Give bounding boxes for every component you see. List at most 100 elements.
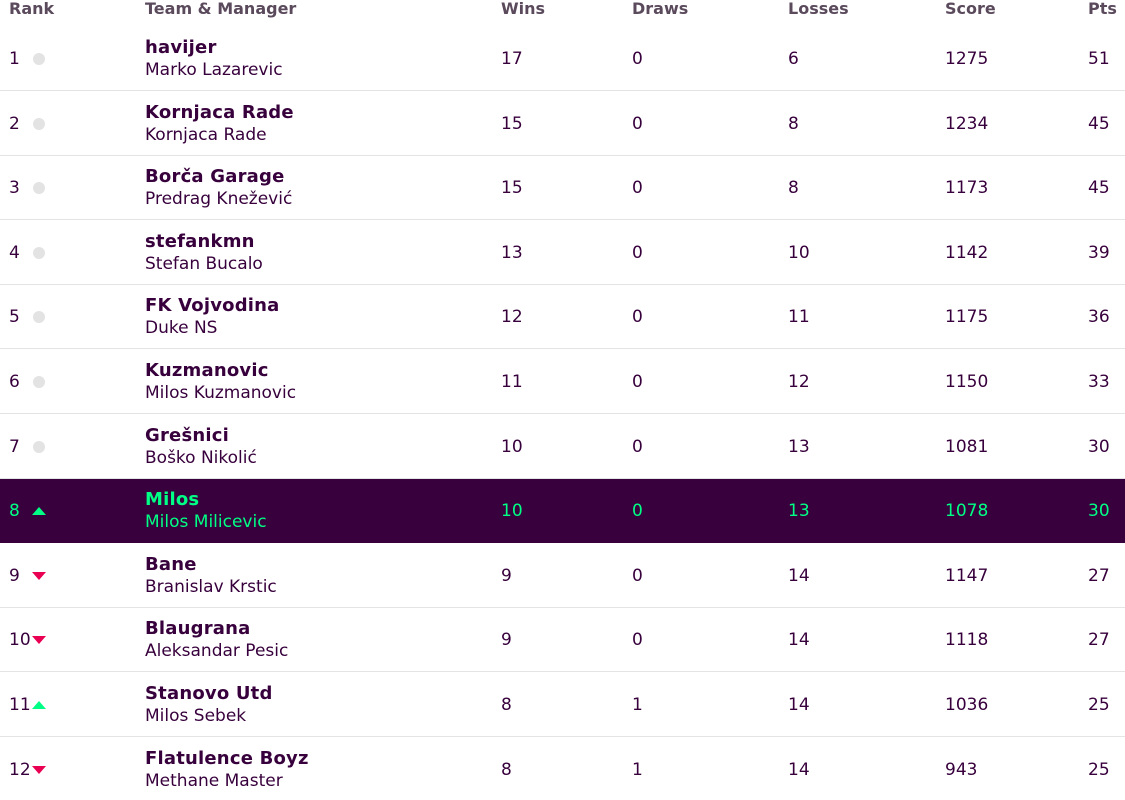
team-manager-cell[interactable]: Kuzmanovic Milos Kuzmanovic (145, 360, 296, 404)
team-manager-cell[interactable]: Grešnici Boško Nikolić (145, 425, 257, 469)
draws-value: 0 (632, 630, 643, 651)
team-name[interactable]: FK Vojvodina (145, 295, 280, 317)
wins-value: 12 (501, 307, 523, 328)
score-value: 1175 (945, 307, 989, 328)
rank-down-arrow-icon (32, 765, 46, 774)
manager-name: Methane Master (145, 770, 283, 791)
table-row[interactable]: 2 Kornjaca Rade Kornjaca Rade 15 0 8 123… (0, 92, 1125, 156)
score-value: 943 (945, 759, 978, 780)
rank-number: 9 (9, 565, 20, 586)
table-row[interactable]: 6 Kuzmanovic Milos Kuzmanovic 11 0 12 11… (0, 350, 1125, 414)
table-row[interactable]: 11 Stanovo Utd Milos Sebek 8 1 14 1036 2… (0, 673, 1125, 737)
team-name[interactable]: stefankmn (145, 230, 255, 252)
losses-value: 6 (788, 49, 799, 69)
table-row[interactable]: 7 Grešnici Boško Nikolić 10 0 13 1081 30 (0, 415, 1125, 479)
table-row[interactable]: 8 Milos Milos Milicevic 10 0 13 1078 30 (0, 479, 1125, 544)
points-value: 45 (1088, 113, 1110, 134)
manager-name: Stefan Bucalo (145, 253, 263, 274)
team-name[interactable]: Flatulence Boyz (145, 747, 309, 769)
team-manager-cell[interactable]: Borča Garage Predrag Knežević (145, 166, 292, 210)
team-manager-cell[interactable]: Kornjaca Rade Kornjaca Rade (145, 102, 294, 146)
losses-value: 8 (788, 113, 799, 134)
header-team-manager[interactable]: Team & Manager (145, 0, 297, 18)
losses-value: 14 (788, 565, 810, 586)
manager-name: Boško Nikolić (145, 447, 257, 468)
rank-up-arrow-icon (32, 507, 46, 516)
wins-value: 15 (501, 178, 523, 199)
rank-number: 3 (9, 178, 20, 199)
team-name[interactable]: Borča Garage (145, 166, 285, 188)
team-manager-cell[interactable]: Flatulence Boyz Methane Master (145, 748, 309, 792)
header-score[interactable]: Score (945, 0, 996, 18)
team-name[interactable]: Kornjaca Rade (145, 101, 294, 123)
rank-movement (32, 221, 46, 285)
team-manager-cell[interactable]: stefankmn Stefan Bucalo (145, 231, 263, 275)
header-pts[interactable]: Pts (1088, 0, 1117, 18)
draws-value: 0 (632, 49, 643, 69)
table-header: Rank Team & Manager Wins Draws Losses Sc… (0, 0, 1125, 27)
manager-name: Milos Milicevic (145, 512, 267, 533)
points-value: 51 (1088, 49, 1110, 69)
rank-movement (32, 350, 46, 414)
rank-number: 11 (9, 695, 31, 715)
table-row[interactable]: 12 Flatulence Boyz Methane Master 8 1 14… (0, 738, 1125, 800)
team-name[interactable]: Bane (145, 553, 197, 575)
table-row[interactable]: 4 stefankmn Stefan Bucalo 13 0 10 1142 3… (0, 221, 1125, 285)
points-value: 27 (1088, 630, 1110, 651)
table-row[interactable]: 9 Bane Branislav Krstic 9 0 14 1147 27 (0, 544, 1125, 608)
header-wins[interactable]: Wins (501, 0, 546, 18)
draws-value: 1 (632, 695, 643, 715)
team-manager-cell[interactable]: havijer Marko Lazarevic (145, 37, 283, 81)
losses-value: 8 (788, 178, 799, 199)
header-losses[interactable]: Losses (788, 0, 849, 18)
manager-name: Milos Sebek (145, 706, 247, 726)
wins-value: 15 (501, 113, 523, 134)
rank-down-arrow-icon (32, 636, 46, 645)
score-value: 1150 (945, 372, 989, 392)
rank-unchanged-dot-icon (33, 246, 45, 259)
team-name[interactable]: Blaugrana (145, 618, 251, 640)
wins-value: 9 (501, 565, 512, 586)
team-name[interactable]: Stanovo Utd (145, 683, 273, 704)
team-manager-cell[interactable]: Bane Branislav Krstic (145, 554, 277, 598)
draws-value: 0 (632, 565, 643, 586)
rank-up-arrow-icon (32, 701, 46, 709)
rank-unchanged-dot-icon (33, 311, 45, 324)
losses-value: 12 (788, 372, 810, 392)
header-rank[interactable]: Rank (9, 0, 55, 18)
team-manager-cell[interactable]: Blaugrana Aleksandar Pesic (145, 618, 288, 662)
score-value: 1142 (945, 242, 989, 263)
draws-value: 0 (632, 178, 643, 199)
rank-movement (32, 608, 46, 672)
rank-movement (32, 92, 46, 156)
team-name[interactable]: havijer (145, 37, 217, 58)
losses-value: 11 (788, 307, 810, 328)
header-draws[interactable]: Draws (632, 0, 689, 18)
draws-value: 1 (632, 759, 643, 780)
team-name[interactable]: Grešnici (145, 424, 229, 446)
team-name[interactable]: Kuzmanovic (145, 360, 269, 381)
team-manager-cell[interactable]: FK Vojvodina Duke NS (145, 295, 280, 339)
points-value: 36 (1088, 307, 1110, 328)
score-value: 1147 (945, 565, 989, 586)
table-row[interactable]: 10 Blaugrana Aleksandar Pesic 9 0 14 111… (0, 608, 1125, 673)
rank-movement (32, 544, 46, 608)
table-row[interactable]: 5 FK Vojvodina Duke NS 12 0 11 1175 36 (0, 285, 1125, 350)
rank-unchanged-dot-icon (33, 182, 45, 195)
manager-name: Milos Kuzmanovic (145, 383, 297, 403)
team-manager-cell[interactable]: Stanovo Utd Milos Sebek (145, 683, 273, 727)
team-manager-cell[interactable]: Milos Milos Milicevic (145, 489, 267, 533)
team-name[interactable]: Milos (145, 489, 200, 511)
rank-movement (32, 285, 46, 349)
manager-name: Aleksandar Pesic (145, 641, 289, 662)
points-value: 30 (1088, 436, 1110, 457)
score-value: 1173 (945, 178, 989, 199)
table-row[interactable]: 1 havijer Marko Lazarevic 17 0 6 1275 51 (0, 27, 1125, 91)
wins-value: 11 (501, 372, 523, 392)
table-row[interactable]: 3 Borča Garage Predrag Knežević 15 0 8 1… (0, 156, 1125, 221)
score-value: 1275 (945, 49, 989, 69)
draws-value: 0 (632, 436, 643, 457)
wins-value: 10 (501, 501, 523, 522)
points-value: 25 (1088, 759, 1110, 780)
